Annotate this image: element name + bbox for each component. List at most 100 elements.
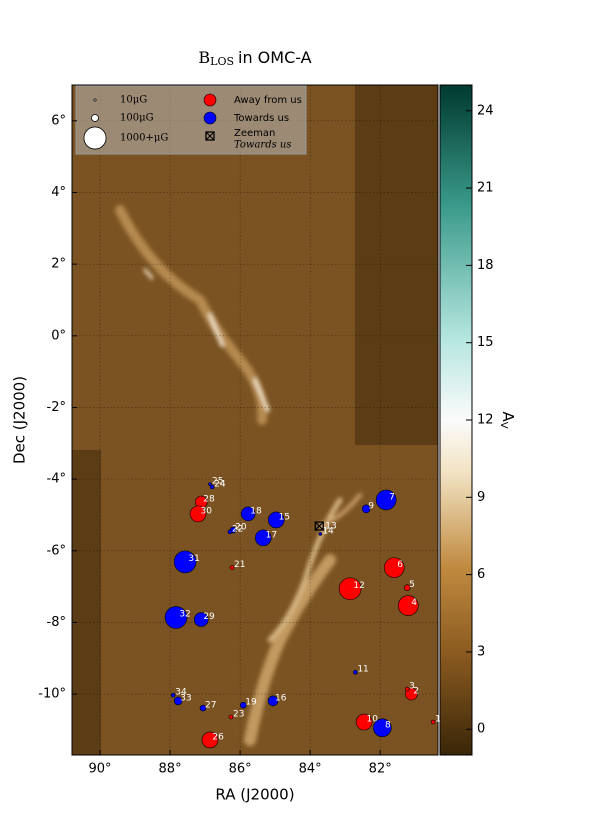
point-label: 2 [413,687,419,697]
point-label: 5 [409,580,415,590]
legend-sublabel: Towards us [234,140,292,151]
point-label: 22 [232,524,243,534]
point [193,612,209,627]
point-label: 16 [275,693,287,703]
point-label: 17 [266,530,277,540]
point-label: 28 [203,495,215,505]
legend-label: Towards us [233,113,289,124]
point-label: 15 [279,512,290,522]
chart-title: BLOS in OMC-A [198,48,311,69]
point [430,719,436,725]
y-tick-label: -8° [47,615,66,630]
point-label: 27 [205,701,216,711]
zeeman-box [205,131,215,141]
point-label: 25 [212,477,223,487]
point [375,489,397,511]
y-tick-label: 0° [51,328,66,343]
colorbar-label-main: A [500,411,518,422]
legend-label: Away from us [234,95,302,106]
y-tick-label: 6° [51,113,66,128]
y-axis-label: Dec (J2000) [11,376,29,464]
point [383,557,405,578]
zeeman-box [314,521,324,531]
point-label: 13 [325,522,336,532]
colorbar-tick-label: 24 [477,103,494,118]
title-subscript: LOS [210,55,234,68]
colorbar-tick-label: 6 [477,567,485,582]
legend-size-marker [83,126,107,150]
point [353,669,358,675]
point-label: 14 [322,526,334,536]
point [199,704,207,712]
point [208,482,212,486]
title-suffix: in OMC-A [238,48,312,67]
y-tick-label: -2° [47,400,66,415]
point-label: 26 [212,732,224,742]
point [397,595,419,616]
colorbar-tick-label: 3 [477,644,485,659]
point-label: 19 [245,698,257,708]
legend-marker [203,93,217,107]
colorbar-tick-label: 9 [477,490,485,505]
legend-marker [203,111,217,125]
sky-image [72,85,438,755]
point-label: 10 [366,715,378,725]
legend-box [75,85,307,155]
point-label: 3 [409,682,415,692]
y-tick-label: -4° [47,472,66,487]
point-label: 30 [200,506,212,516]
point [404,686,410,692]
point [355,713,373,731]
point-label: 24 [214,480,226,490]
y-tick-label: 2° [51,257,66,272]
x-tick-label: 84° [299,762,322,777]
zeeman-point [314,521,324,531]
legend-marker [205,131,215,141]
colorbar-tick-label: 21 [477,181,494,196]
legend-size-label: 10μG [120,95,147,106]
point [228,714,234,720]
colorbar-tick-label: 15 [477,335,494,350]
point [267,695,279,707]
point [338,577,362,601]
colorbar-label-subscript: V [498,422,509,429]
legend-size-marker [93,98,97,102]
zeeman-cross [314,521,324,531]
point [201,731,219,749]
colorbar-tick-label: 12 [477,413,494,428]
point [318,532,323,536]
point-label: 9 [368,501,374,511]
point-label: 29 [203,612,215,622]
colorbar-label: AV [498,411,518,428]
legend-label: Zeeman [234,128,275,139]
point-label: 21 [234,560,245,570]
x-tick-label: 82° [369,762,392,777]
point-label: 4 [411,598,417,608]
point [373,718,392,738]
point [254,529,272,547]
point [240,506,256,522]
point [170,692,176,698]
point [164,606,188,629]
legend-size-label: 100μG [120,113,154,124]
x-axis-label: RA (J2000) [215,786,294,804]
point-label: 32 [179,610,190,620]
point-label: 12 [353,581,364,591]
point [227,529,233,535]
point-label: 18 [250,506,262,516]
point [405,687,418,701]
point-label: 20 [235,522,247,532]
point-label: 34 [175,688,187,698]
legend-size-marker [91,114,99,122]
point [209,484,215,490]
zeeman-cross [205,131,215,141]
colorbar-tick-label: 0 [477,722,485,737]
point [239,701,247,709]
plot-frame [71,84,439,756]
point-label: 7 [389,492,395,502]
colorbar-tick-label: 18 [477,258,494,273]
point-label: 8 [385,720,391,730]
legend-size-label: 1000+μG [120,133,168,144]
x-tick-label: 90° [88,762,111,777]
